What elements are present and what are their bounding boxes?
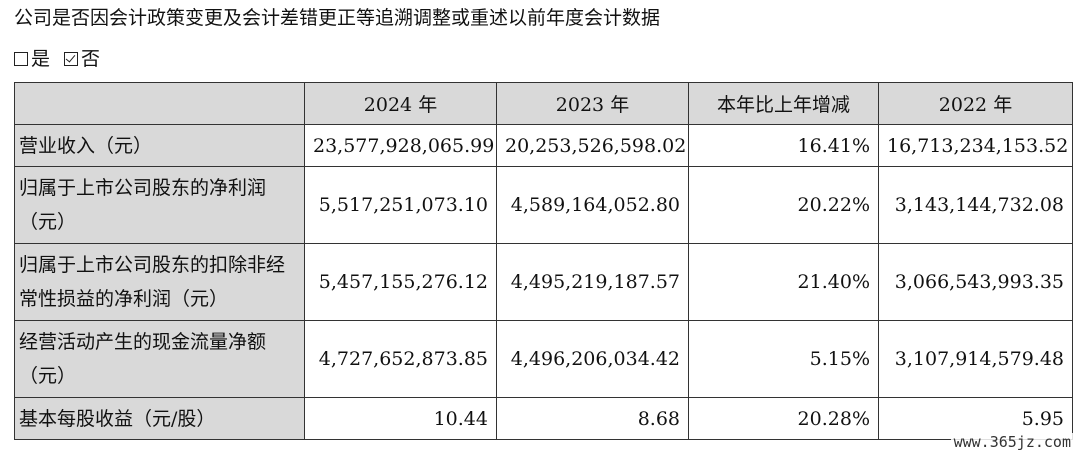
cell-value: 5.95 (878, 397, 1073, 440)
table-header-row: 2024 年 2023 年 本年比上年增减 2022 年 (14, 82, 1073, 125)
cell-value: 23,577,928,065.99 (304, 124, 497, 167)
table-row: 基本每股收益（元/股） 10.44 8.68 20.28% 5.95 (14, 397, 1073, 440)
cell-value: 3,066,543,993.35 (878, 243, 1073, 321)
cell-value: 3,107,914,579.48 (878, 320, 1073, 398)
restatement-options: 是 否 (14, 47, 114, 71)
option-no[interactable]: 否 (64, 47, 100, 71)
section-heading: 公司是否因会计政策变更及会计差错更正等追溯调整或重述以前年度会计数据 (14, 7, 661, 29)
header-cell-2022: 2022 年 (878, 82, 1073, 125)
header-cell-change: 本年比上年增减 (688, 82, 879, 125)
table-row: 归属于上市公司股东的扣除非经常性损益的净利润（元） 5,457,155,276.… (14, 243, 1073, 321)
row-label: 归属于上市公司股东的净利润（元） (14, 166, 305, 244)
table-row: 营业收入（元） 23,577,928,065.99 20,253,526,598… (14, 124, 1073, 167)
cell-value: 3,143,144,732.08 (878, 166, 1073, 244)
cell-value: 20,253,526,598.02 (496, 124, 689, 167)
cell-value: 5.15% (688, 320, 879, 398)
cell-value: 5,457,155,276.12 (304, 243, 497, 321)
row-label: 基本每股收益（元/股） (14, 397, 305, 440)
option-yes[interactable]: 是 (14, 47, 50, 71)
cell-value: 21.40% (688, 243, 879, 321)
cell-value: 16,713,234,153.52 (878, 124, 1073, 167)
cell-value: 10.44 (304, 397, 497, 440)
cell-value: 4,727,652,873.85 (304, 320, 497, 398)
cell-value: 20.22% (688, 166, 879, 244)
cell-value: 20.28% (688, 397, 879, 440)
option-no-label: 否 (81, 48, 101, 70)
cell-value: 8.68 (496, 397, 689, 440)
cell-value: 16.41% (688, 124, 879, 167)
cell-value: 4,496,206,034.42 (496, 320, 689, 398)
unchecked-box-icon[interactable] (14, 52, 28, 66)
table-row: 归属于上市公司股东的净利润（元） 5,517,251,073.10 4,589,… (14, 166, 1073, 244)
row-label: 营业收入（元） (14, 124, 305, 167)
checked-box-icon[interactable] (64, 52, 79, 66)
site-watermark: www.365jz.com (950, 433, 1074, 451)
cell-value: 5,517,251,073.10 (304, 166, 497, 244)
row-label: 归属于上市公司股东的扣除非经常性损益的净利润（元） (14, 243, 305, 321)
row-label: 经营活动产生的现金流量净额（元） (14, 320, 305, 398)
financial-data-table: 2024 年 2023 年 本年比上年增减 2022 年 营业收入（元） 23,… (14, 82, 1073, 440)
header-cell-2023: 2023 年 (496, 82, 689, 125)
header-cell-2024: 2024 年 (304, 82, 497, 125)
table-row: 经营活动产生的现金流量净额（元） 4,727,652,873.85 4,496,… (14, 320, 1073, 398)
header-cell-label (14, 82, 305, 125)
option-yes-label: 是 (31, 48, 51, 70)
cell-value: 4,589,164,052.80 (496, 166, 689, 244)
cell-value: 4,495,219,187.57 (496, 243, 689, 321)
